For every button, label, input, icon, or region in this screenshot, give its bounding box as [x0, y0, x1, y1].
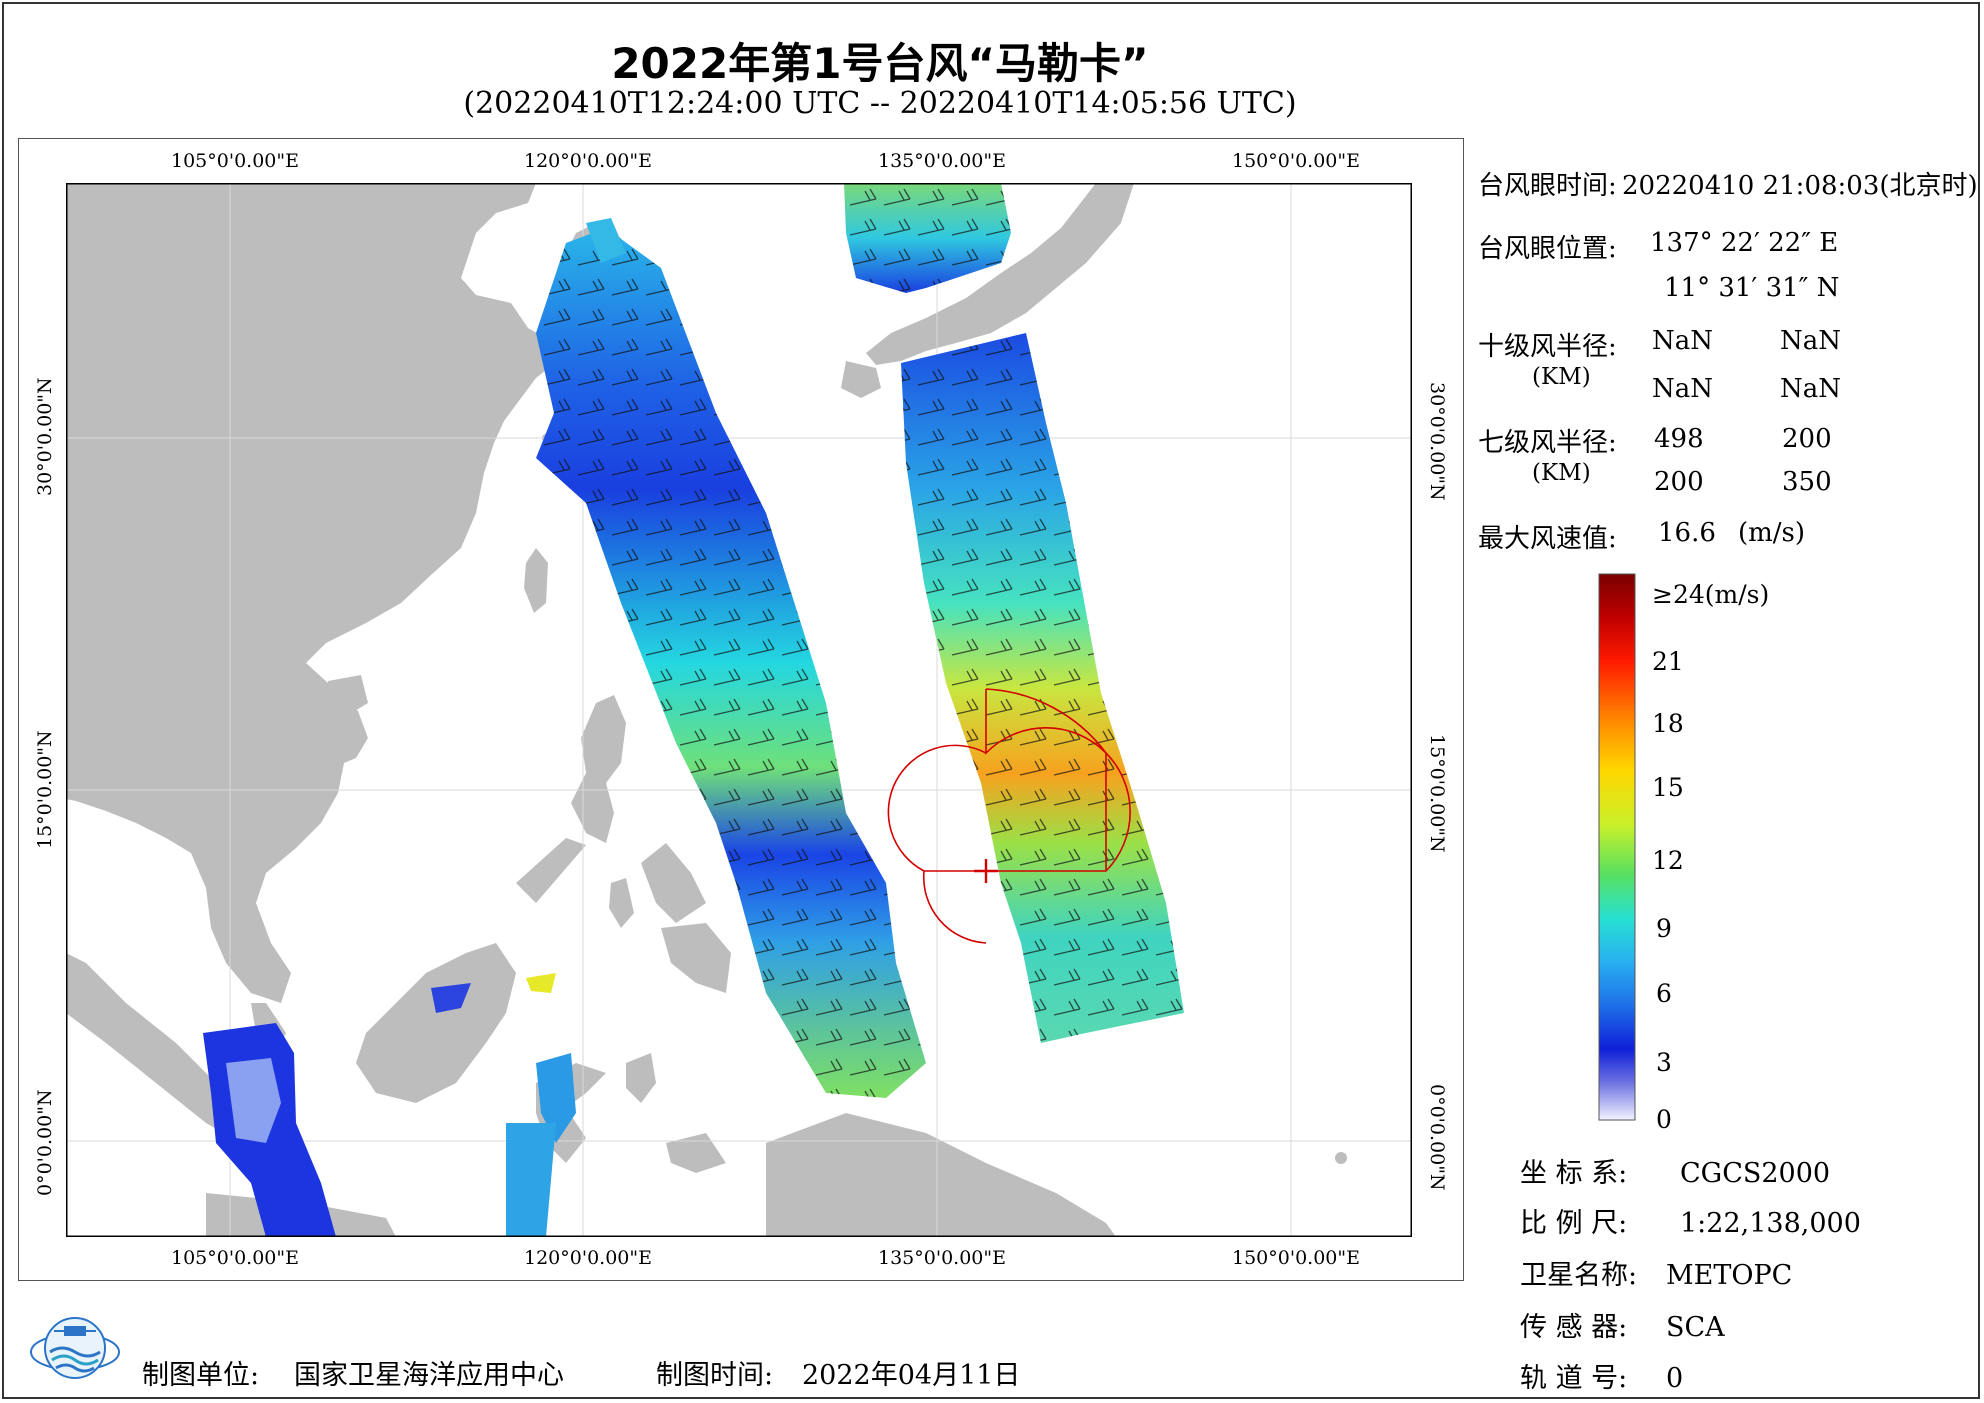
- graticule: [66, 183, 1412, 1237]
- scale-label: 比 例 尺:: [1520, 1208, 1628, 1239]
- lat-label-right-0: 0°0'0.00"N: [1426, 1084, 1448, 1191]
- lon-label-top-120: 120°0'0.00"E: [524, 150, 652, 172]
- r10-value-se: NaN: [1780, 326, 1842, 356]
- coord-system-value: CGCS2000: [1680, 1158, 1831, 1189]
- r10-unit: (KM): [1532, 364, 1591, 390]
- satellite-value: METOPC: [1666, 1260, 1793, 1291]
- lon-label-top-105: 105°0'0.00"E: [171, 150, 299, 172]
- r10-value-ne: NaN: [1652, 326, 1714, 356]
- lon-label-bottom-105: 105°0'0.00"E: [171, 1247, 299, 1269]
- eye-lon-value: 137° 22′ 22″ E: [1650, 228, 1839, 258]
- lon-label-bottom-120: 120°0'0.00"E: [524, 1247, 652, 1269]
- lon-label-top-135: 135°0'0.00"E: [878, 150, 1006, 172]
- lat-label-left-0: 0°0'0.00"N: [34, 1089, 56, 1196]
- lon-label-bottom-150: 150°0'0.00"E: [1232, 1247, 1360, 1269]
- r7-value-nw: 350: [1782, 467, 1832, 497]
- date-label: 制图时间:: [656, 1360, 774, 1391]
- eye-pos-label: 台风眼位置:: [1478, 234, 1617, 264]
- colorbar-top-label: ≥24(m/s): [1652, 580, 1770, 609]
- colorbar-tick-0: 0: [1656, 1105, 1672, 1134]
- map-border: [66, 183, 1412, 1237]
- eye-time-value: 20220410 21:08:03(北京时): [1622, 171, 1978, 201]
- scale-value: 1:22,138,000: [1680, 1208, 1861, 1239]
- r10-value-sw: NaN: [1652, 374, 1714, 404]
- coord-system-label: 坐 标 系:: [1520, 1158, 1628, 1189]
- r7-value-se: 200: [1782, 424, 1832, 454]
- max-wind-unit: (m/s): [1738, 518, 1806, 548]
- date-value: 2022年04月11日: [802, 1360, 1021, 1391]
- colorbar-tick-9: 9: [1656, 914, 1672, 943]
- map-title: 2022年第1号台风“马勒卡”: [611, 39, 1149, 88]
- lat-label-left-30: 30°0'0.00"N: [34, 377, 56, 496]
- satellite-row: 卫星名称: METOPC: [1520, 1253, 1792, 1292]
- r10-value-nw: NaN: [1780, 374, 1842, 404]
- map-subtitle: (20220410T12:24:00 UTC -- 20220410T14:05…: [463, 86, 1297, 121]
- org-label: 制图单位:: [142, 1360, 260, 1391]
- max-wind-value: 16.6: [1658, 518, 1716, 548]
- colorbar-tick-6: 6: [1656, 979, 1672, 1008]
- r7-label: 七级风半径:: [1478, 428, 1617, 458]
- sensor-value: SCA: [1666, 1312, 1725, 1343]
- colorbar-tick-21: 21: [1652, 647, 1684, 676]
- wind-swath-west: [536, 228, 926, 1098]
- satellite-label: 卫星名称:: [1520, 1260, 1638, 1291]
- lat-label-right-15: 15°0'0.00"N: [1426, 734, 1448, 853]
- r7-value-ne: 498: [1654, 424, 1704, 454]
- lon-label-top-150: 150°0'0.00"E: [1232, 150, 1360, 172]
- nsoas-logo: [30, 1317, 120, 1379]
- lat-label-right-30: 30°0'0.00"N: [1426, 382, 1448, 501]
- colorbar-tick-3: 3: [1656, 1048, 1672, 1077]
- r7-unit: (KM): [1532, 460, 1591, 486]
- orbit-row: 轨 道 号: 0: [1520, 1356, 1683, 1395]
- typhoon-marker: [887, 688, 1131, 944]
- scale-row: 比 例 尺: 1:22,138,000: [1520, 1201, 1861, 1240]
- orbit-label: 轨 道 号:: [1520, 1363, 1628, 1394]
- org-value: 国家卫星海洋应用中心: [294, 1360, 564, 1391]
- colorbar: [1598, 573, 1636, 1121]
- wind-map: [66, 183, 1412, 1237]
- lat-label-left-15: 15°0'0.00"N: [34, 730, 56, 849]
- coord-system-row: 坐 标 系: CGCS2000: [1520, 1151, 1830, 1190]
- sensor-label: 传 感 器:: [1520, 1312, 1628, 1343]
- r10-label: 十级风半径:: [1478, 332, 1617, 362]
- wind-swath-southwest: [203, 218, 626, 1237]
- eye-lat-value: 11° 31′ 31″ N: [1664, 273, 1840, 303]
- eye-time-label: 台风眼时间:: [1478, 171, 1617, 201]
- colorbar-tick-12: 12: [1652, 846, 1684, 875]
- colorbar-tick-18: 18: [1652, 709, 1684, 738]
- max-wind-label: 最大风速值:: [1478, 524, 1617, 554]
- colorbar-tick-15: 15: [1652, 773, 1684, 802]
- wind-swath-east: [901, 333, 1184, 1043]
- map-frame: [18, 138, 1464, 1281]
- sensor-row: 传 感 器: SCA: [1520, 1305, 1725, 1344]
- lon-label-bottom-135: 135°0'0.00"E: [878, 1247, 1006, 1269]
- wind-swath-north: [844, 183, 1011, 293]
- r7-value-sw: 200: [1654, 467, 1704, 497]
- orbit-value: 0: [1666, 1363, 1684, 1394]
